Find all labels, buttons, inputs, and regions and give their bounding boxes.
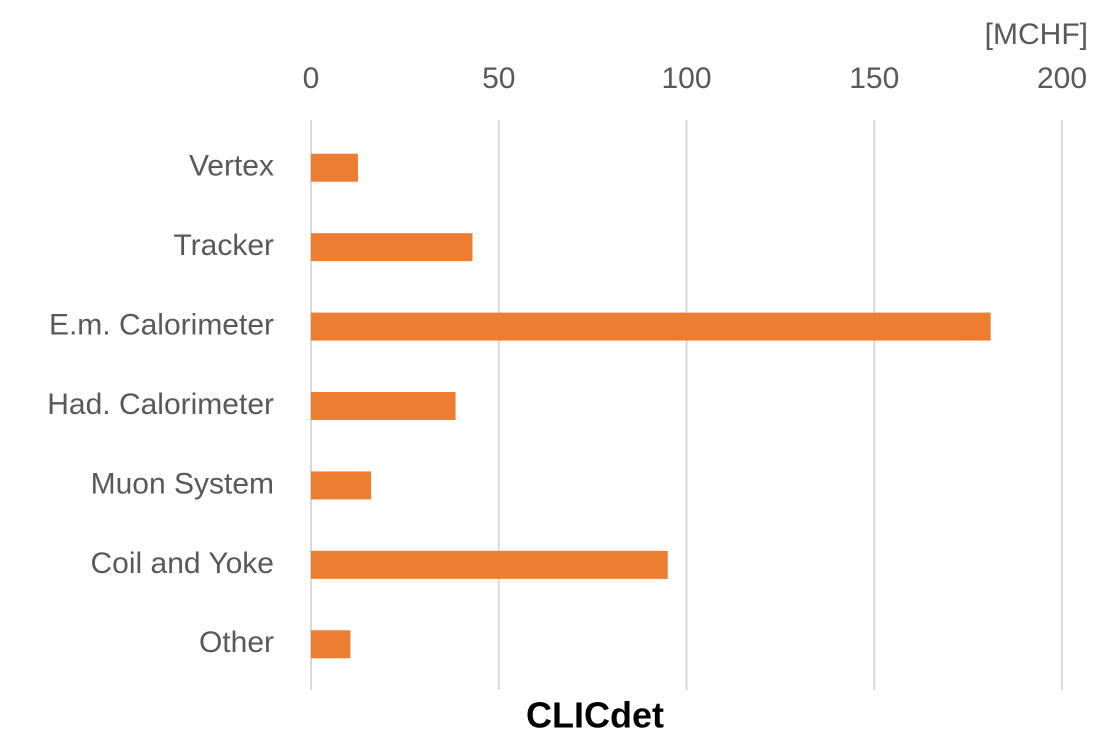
x-tick-label: 200 (1037, 62, 1087, 95)
y-tick-label: Muon System (91, 467, 274, 500)
y-tick-label: Other (199, 626, 274, 659)
y-tick-label: E.m. Calorimeter (49, 308, 274, 341)
bar (311, 471, 372, 500)
bar (311, 392, 456, 420)
x-tick-label: 100 (661, 62, 711, 95)
bar (311, 312, 991, 341)
x-tick-label: 0 (303, 62, 320, 95)
y-tick-label: Coil and Yoke (91, 547, 275, 580)
x-tick-label: 50 (482, 62, 515, 95)
y-tick-label: Had. Calorimeter (47, 388, 274, 421)
x-tick-label: 150 (849, 62, 899, 95)
bar (311, 153, 358, 182)
bar (311, 550, 668, 579)
chart-title: CLICdet (526, 695, 664, 736)
y-tick-label: Tracker (173, 229, 274, 262)
y-tick-label: Vertex (189, 150, 274, 183)
bar (311, 233, 473, 262)
bar (311, 630, 351, 659)
axis-unit: [MCHF] (985, 18, 1088, 51)
